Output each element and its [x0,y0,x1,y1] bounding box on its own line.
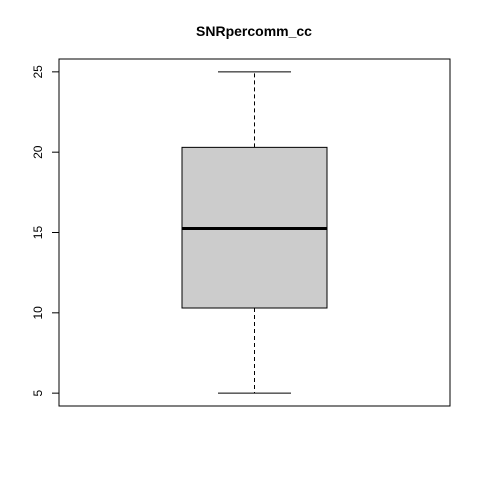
y-tick-label-0: 5 [31,389,45,396]
y-axis: 5 10 15 20 25 [31,65,60,396]
y-tick-label-4: 25 [31,65,45,79]
boxplot [181,71,328,394]
y-tick-label-2: 15 [31,226,45,240]
chart-title: SNRpercomm_cc [196,23,312,39]
y-tick-label-3: 20 [31,145,45,159]
y-tick-label-1: 10 [31,306,45,320]
